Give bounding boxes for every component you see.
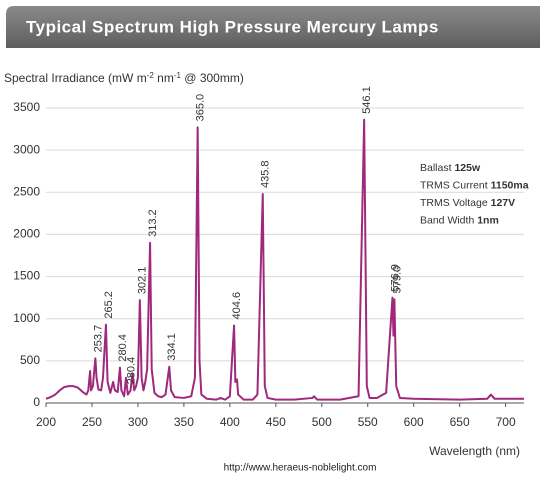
y-tick-label: 3000	[13, 142, 40, 156]
peak-label: 404.6	[231, 292, 243, 320]
peak-label: 576.9	[389, 264, 401, 292]
peak-label: 280.4	[117, 334, 129, 362]
info-line: TRMS Voltage 127V	[420, 197, 515, 209]
peak-label: 253.7	[92, 325, 104, 353]
info-value: 1nm	[477, 214, 499, 226]
chart-title: Typical Spectrum High Pressure Mercury L…	[26, 17, 439, 36]
y-tick-label: 2500	[13, 184, 40, 198]
peak-label: 334.1	[166, 333, 178, 361]
y-tick-label: 0	[33, 395, 40, 409]
peak-label: 280.4	[126, 357, 138, 385]
y-tick-label: 1500	[13, 269, 40, 283]
x-tick-label: 250	[82, 415, 102, 429]
info-value: 127V	[491, 197, 516, 209]
x-tick-label: 200	[36, 415, 56, 429]
header-bar	[6, 6, 540, 48]
info-line: Band Width 1nm	[420, 214, 499, 226]
y-label-sup: -2	[147, 71, 155, 80]
x-axis-label: Wavelength (nm)	[429, 444, 520, 458]
info-line: Ballast 125w	[420, 162, 481, 174]
source-url: http://www.heraeus-noblelight.com	[224, 463, 377, 474]
peak-label: 313.2	[147, 209, 159, 237]
info-label: TRMS Voltage	[420, 197, 488, 209]
y-axis-label: Spectral Irradiance (mW m-2 nm-1 @ 300mm…	[4, 71, 244, 86]
x-tick-label: 500	[312, 415, 332, 429]
x-tick-label: 700	[496, 415, 516, 429]
y-tick-label: 500	[20, 353, 40, 367]
x-tick-label: 350	[174, 415, 194, 429]
y-tick-label: 3500	[13, 100, 40, 114]
y-label-part: Spectral Irradiance (mW m	[4, 71, 147, 85]
info-value: 125w	[454, 162, 481, 174]
peak-label: 365.0	[195, 94, 207, 122]
peak-label: 579.0	[391, 266, 403, 294]
x-tick-label: 450	[266, 415, 286, 429]
y-label-part: @ 300mm)	[181, 71, 244, 85]
x-tick-label: 550	[358, 415, 378, 429]
x-tick-label: 650	[450, 415, 470, 429]
info-label: Ballast	[420, 162, 452, 174]
x-tick-label: 300	[128, 415, 148, 429]
spectrum-line	[45, 118, 524, 401]
info-value: 1150ma	[491, 179, 529, 191]
info-line: TRMS Current 1150ma	[420, 179, 529, 191]
y-tick-label: 2000	[13, 227, 40, 241]
peak-label: 265.2	[103, 291, 115, 319]
y-tick-label: 1000	[13, 311, 40, 325]
x-tick-label: 400	[220, 415, 240, 429]
info-label: TRMS Current	[420, 179, 488, 191]
y-label-part: nm	[154, 71, 174, 85]
y-label-sup: -1	[174, 71, 182, 80]
peak-label: 435.8	[260, 160, 272, 188]
x-tick-label: 600	[404, 415, 424, 429]
peak-label: 302.1	[137, 267, 149, 295]
info-label: Band Width	[420, 214, 474, 226]
peak-label: 546.1	[361, 86, 373, 114]
